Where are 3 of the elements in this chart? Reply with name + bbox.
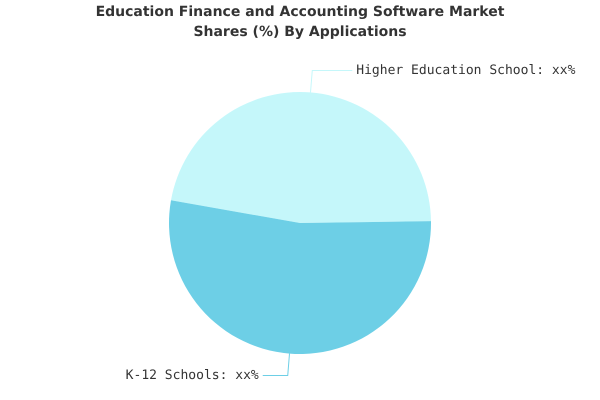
slice-label: Higher Education School: xx%	[356, 62, 576, 78]
slice-label: K-12 Schools: xx%	[126, 368, 259, 383]
chart-title: Education Finance and Accounting Software Market Shares (%) By Applications	[94, 3, 506, 42]
